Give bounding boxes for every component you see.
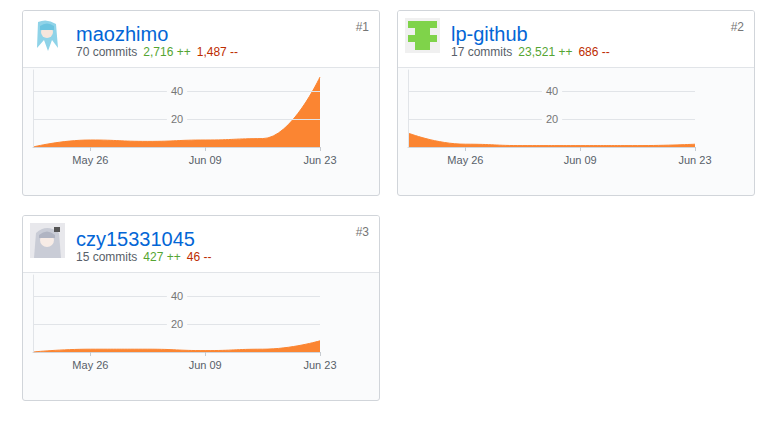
html-text:1,487 --: 1,487 -- xyxy=(196,45,239,59)
svg-text:40: 40 xyxy=(171,290,183,302)
svg-text:May 26: May 26 xyxy=(72,359,108,371)
svg-text:May 26: May 26 xyxy=(72,154,108,166)
svg-text:Jun 23: Jun 23 xyxy=(303,154,336,166)
svg-text:20: 20 xyxy=(171,113,183,125)
svg-text:Jun 09: Jun 09 xyxy=(564,154,597,166)
svg-text:Jun 09: Jun 09 xyxy=(189,154,222,166)
html-text:70 commits: 70 commits xyxy=(76,45,138,59)
html-text:czy15331045: czy15331045 xyxy=(76,228,195,250)
html-text:686 --: 686 -- xyxy=(578,45,610,59)
html-text:#1: #1 xyxy=(355,20,369,34)
html-text:15 commits: 15 commits xyxy=(76,250,138,264)
svg-text:May 26: May 26 xyxy=(447,154,483,166)
html-text:427 ++: 427 ++ xyxy=(143,250,181,264)
html-text:2,716 ++: 2,716 ++ xyxy=(143,45,191,59)
svg-text:20: 20 xyxy=(546,113,558,125)
html-text:17 commits: 17 commits xyxy=(451,45,513,59)
svg-text:Jun 09: Jun 09 xyxy=(189,359,222,371)
html-text:46 --: 46 -- xyxy=(186,250,212,264)
svg-text:Jun 23: Jun 23 xyxy=(678,154,711,166)
html-text:maozhimo: maozhimo xyxy=(76,23,169,45)
svg-text:20: 20 xyxy=(171,318,183,330)
svg-text:Jun 23: Jun 23 xyxy=(303,359,336,371)
svg-text:40: 40 xyxy=(546,85,558,97)
html-text:23,521 ++: 23,521 ++ xyxy=(518,45,573,59)
html-text:lp-github: lp-github xyxy=(451,23,528,45)
html-text:#2: #2 xyxy=(730,20,744,34)
html-text:#3: #3 xyxy=(355,225,369,239)
svg-text:40: 40 xyxy=(171,85,183,97)
